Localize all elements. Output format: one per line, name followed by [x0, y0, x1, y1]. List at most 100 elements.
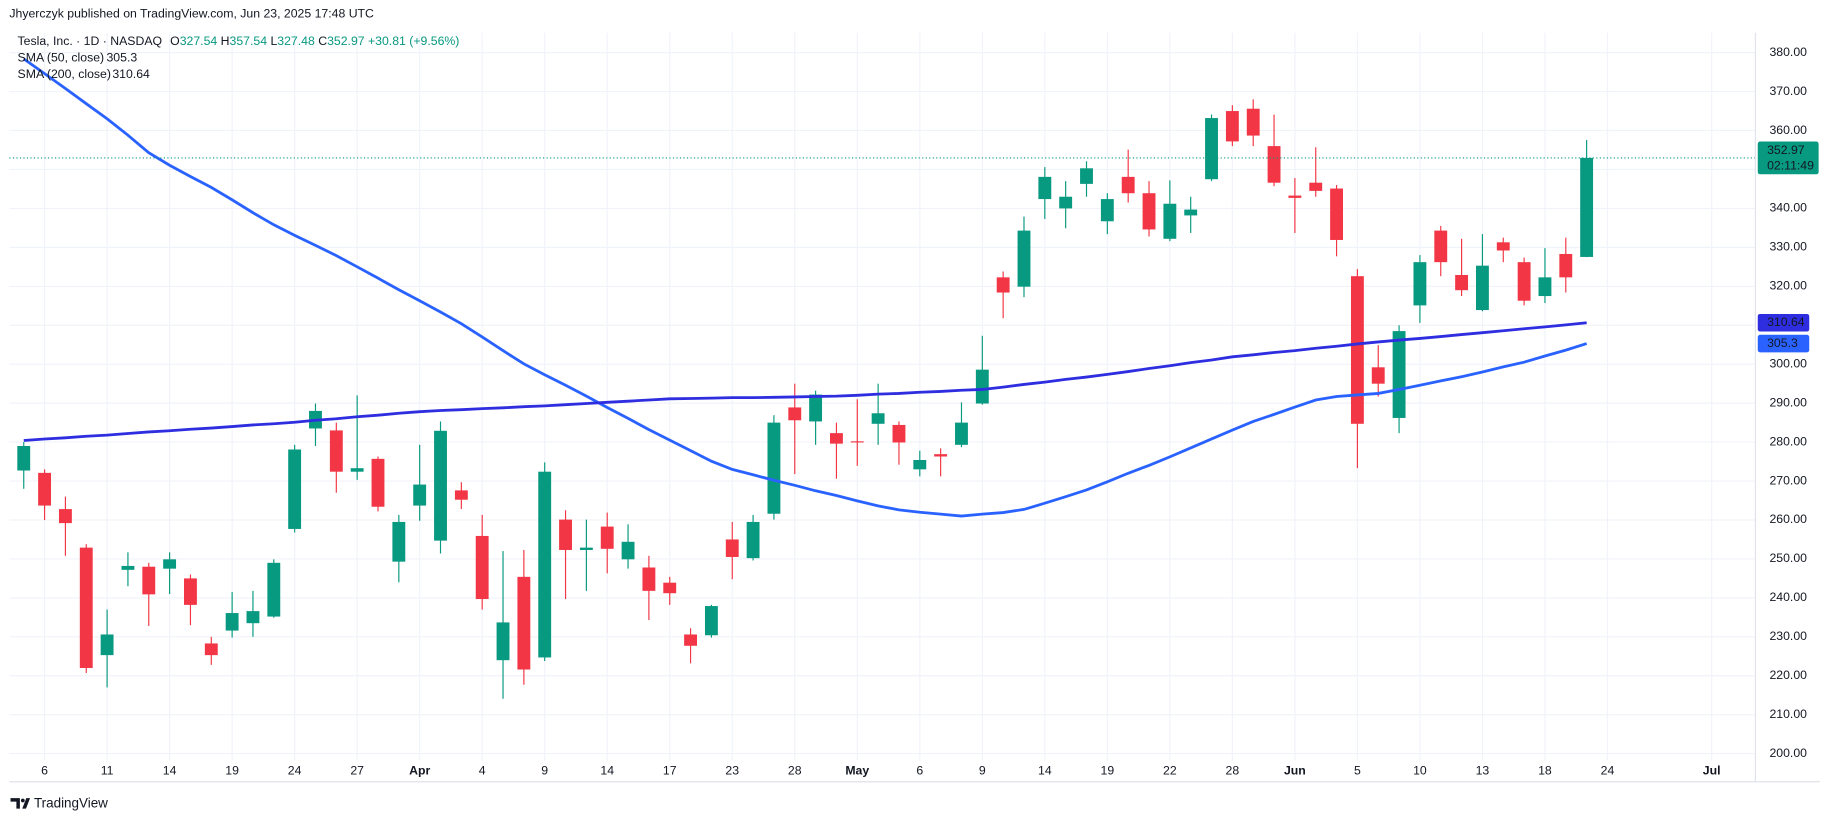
candle-body: [746, 521, 760, 559]
candle-body: [1100, 199, 1114, 222]
candle-body: [642, 567, 656, 591]
x-tick-label: 27: [350, 763, 364, 777]
candle-body: [1413, 262, 1427, 306]
y-tick-label: 330.00: [1769, 240, 1807, 254]
logo-shape: [20, 798, 25, 803]
candle-body: [371, 458, 385, 507]
candle-body: [413, 484, 427, 506]
x-tick-label: 14: [163, 763, 177, 777]
y-tick-label: 340.00: [1769, 201, 1807, 215]
ohlc-label: L: [270, 34, 277, 48]
x-tick-label: 24: [288, 763, 302, 777]
candle-body: [329, 430, 343, 472]
x-tick-label: 17: [663, 763, 677, 777]
x-tick-label: 23: [725, 763, 739, 777]
candle-body: [1538, 277, 1552, 297]
x-tick-label: Jun: [1284, 763, 1306, 777]
candle-body: [913, 460, 927, 470]
candle-body: [267, 562, 281, 617]
x-tick-label: 19: [225, 763, 239, 777]
y-tick-label: 380.00: [1769, 45, 1807, 59]
price-badge-countdown: 02:11:49: [1767, 158, 1814, 172]
x-tick-label: 28: [788, 763, 802, 777]
candle-body: [1142, 193, 1156, 230]
y-tick-label: 270.00: [1769, 473, 1807, 487]
candle-body: [79, 547, 93, 668]
x-tick-label: 10: [1413, 763, 1427, 777]
candle-body: [1080, 168, 1093, 184]
candle-body: [1267, 146, 1281, 183]
ohlc-label: H: [221, 34, 230, 48]
candle-body: [1309, 182, 1323, 191]
candle-body: [225, 613, 239, 631]
x-tick-label: 19: [1101, 763, 1115, 777]
candle-body: [996, 277, 1010, 293]
y-tick-label: 210.00: [1769, 707, 1807, 721]
x-tick-label: 6: [41, 763, 48, 777]
candle-body: [517, 576, 531, 670]
legend-value: 310.64: [112, 67, 150, 81]
ohlc-label: O: [170, 34, 180, 48]
candle-body: [600, 526, 614, 549]
candle-body: [163, 559, 177, 569]
candle-body: [579, 547, 593, 550]
y-tick-label: 290.00: [1769, 395, 1807, 409]
x-tick-label: 22: [1163, 763, 1177, 777]
y-tick-label: 280.00: [1769, 434, 1807, 448]
x-tick-label: May: [845, 763, 869, 777]
publisher: Jhyerczyk published on TradingView.com, …: [9, 6, 374, 20]
candle-body: [475, 535, 489, 600]
candle-body: [496, 622, 510, 661]
candle-body: [1038, 176, 1052, 200]
legend-name: SMA (50, close): [18, 51, 105, 65]
candle-body: [955, 422, 968, 445]
grid: [9, 32, 1756, 761]
candle-body: [1121, 176, 1135, 194]
y-tick-label: 260.00: [1769, 512, 1807, 526]
candle-body: [454, 490, 468, 500]
candle-body: [1559, 253, 1573, 278]
legend-value: 305.3: [106, 51, 137, 65]
candle-body: [392, 521, 406, 562]
price-badge: [1757, 141, 1819, 175]
x-tick-label: 14: [1038, 763, 1052, 777]
y-tick-label: 220.00: [1769, 668, 1807, 682]
ohlc-value: 327.54: [180, 34, 218, 48]
candle-body: [621, 541, 635, 560]
footer-text: TradingView: [34, 796, 108, 811]
ohlc-value: 327.48: [277, 34, 315, 48]
x-tick-label: 18: [1538, 763, 1552, 777]
candle-body: [1246, 108, 1260, 136]
candle-body: [892, 424, 906, 443]
candle-body: [871, 413, 885, 424]
footer-logo: TradingView: [10, 796, 108, 811]
candle-body: [1288, 195, 1302, 198]
sma-badge-value: 305.3: [1767, 336, 1798, 350]
y-tick-label: 230.00: [1769, 629, 1807, 643]
candle-body: [684, 634, 698, 646]
candle-body: [1163, 203, 1177, 239]
candle-body: [559, 519, 572, 550]
y-tick-label: 200.00: [1769, 746, 1807, 760]
candle-body: [38, 472, 52, 506]
candle-body: [121, 565, 135, 570]
ohlc-value: 357.54: [230, 34, 268, 48]
x-tick-label: 4: [479, 763, 486, 777]
x-tick-label: 13: [1476, 763, 1490, 777]
x-tick-label: 9: [541, 763, 548, 777]
ohlc-label: C: [318, 34, 327, 48]
logo-shape: [22, 798, 31, 809]
candle-body: [1455, 275, 1469, 291]
candle-body: [1392, 331, 1406, 418]
candle-body: [1205, 118, 1218, 180]
candle-body: [704, 606, 718, 636]
candle-body: [934, 454, 948, 457]
x-tick-label: 28: [1226, 763, 1240, 777]
candle-body: [1517, 262, 1531, 301]
candle-body: [1184, 209, 1198, 216]
candle-body: [788, 407, 802, 421]
candle-body: [17, 445, 31, 471]
